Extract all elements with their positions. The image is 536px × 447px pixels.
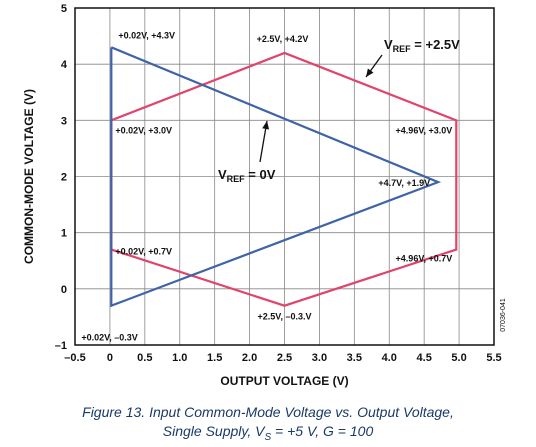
x-tick-label: 3.5 (347, 352, 362, 364)
chart: –0.5 0 0.5 1.0 1.5 2.0 2.5 3.0 3.5 4.0 4.5 5.0 5.5 –1… (22, 3, 507, 388)
caption-line-2-pre: Single Supply, V (162, 423, 265, 439)
x-tick-label: 2.0 (242, 352, 257, 364)
x-tick-label: 3.0 (312, 352, 327, 364)
series-layer (110, 46, 458, 308)
figure-id: 07036-041 (500, 298, 507, 332)
point-labels: +0.02V, +4.3V +2.5V, +4.2V +0.02V, +3.0V +4… (81, 30, 452, 342)
x-tick-label: 4.0 (382, 352, 397, 364)
x-tick-label: 1.5 (207, 352, 222, 364)
y-tick-label: 1 (61, 228, 67, 240)
series-line-1 (110, 46, 442, 308)
x-tick-label: 2.5 (277, 352, 292, 364)
x-tick-label: 1.0 (172, 352, 187, 364)
y-axis-title: COMMON-MODE VOLTAGE (V) (22, 89, 36, 264)
x-tick-label: 0.5 (137, 352, 152, 364)
caption-line-2-post: = +5 V, G = 100 (271, 423, 374, 439)
y-tick-label: 3 (61, 115, 67, 127)
y-tick-label: 2 (61, 172, 67, 184)
series-label-0: VREF = +2.5V (384, 37, 460, 54)
y-tick-label: –1 (55, 340, 67, 352)
point-label: +4.96V, +0.7V (396, 254, 453, 264)
x-tick-label: –0.5 (64, 352, 85, 364)
caption-line-1: Figure 13. Input Common-Mode Voltage vs.… (82, 404, 454, 420)
x-tick-label: 4.5 (417, 352, 432, 364)
point-label: +4.96V, +3.0V (396, 125, 453, 135)
caption-subscript: S (264, 431, 272, 443)
series-label-1: VREF = 0V (218, 167, 276, 184)
point-label: +0.02V, +0.7V (115, 247, 172, 257)
point-label: +0.02V, +4.3V (118, 30, 175, 40)
tick-labels: –0.5 0 0.5 1.0 1.5 2.0 2.5 3.0 3.5 4.0 4.5 5.0 5.5 –1… (55, 3, 502, 364)
point-label: +0.02V, –0.3V (81, 333, 137, 343)
caption-line-2: Single Supply, VS = +5 V, G = 100 (0, 422, 536, 447)
y-tick-label: 5 (61, 3, 67, 15)
plot-frame (74, 7, 495, 346)
x-axis-title: OUTPUT VOLTAGE (V) (220, 374, 348, 388)
callout-arrowhead (262, 121, 270, 130)
x-tick-label: 5.5 (486, 352, 501, 364)
series-callouts: VREF = +2.5V VREF = 0V (218, 37, 460, 184)
point-label: +2.5V, –0.3.V (258, 312, 312, 322)
point-label: +0.02V, +3.0V (115, 125, 172, 135)
x-tick-label: 0 (107, 352, 113, 364)
point-label: +4.7V, +1.9V (378, 178, 430, 188)
x-tick-label: 5.0 (451, 352, 466, 364)
callout-arrowhead (366, 68, 374, 77)
point-label: +2.5V, +4.2V (257, 34, 309, 44)
y-tick-label: 4 (61, 59, 68, 71)
y-tick-label: 0 (61, 284, 67, 296)
